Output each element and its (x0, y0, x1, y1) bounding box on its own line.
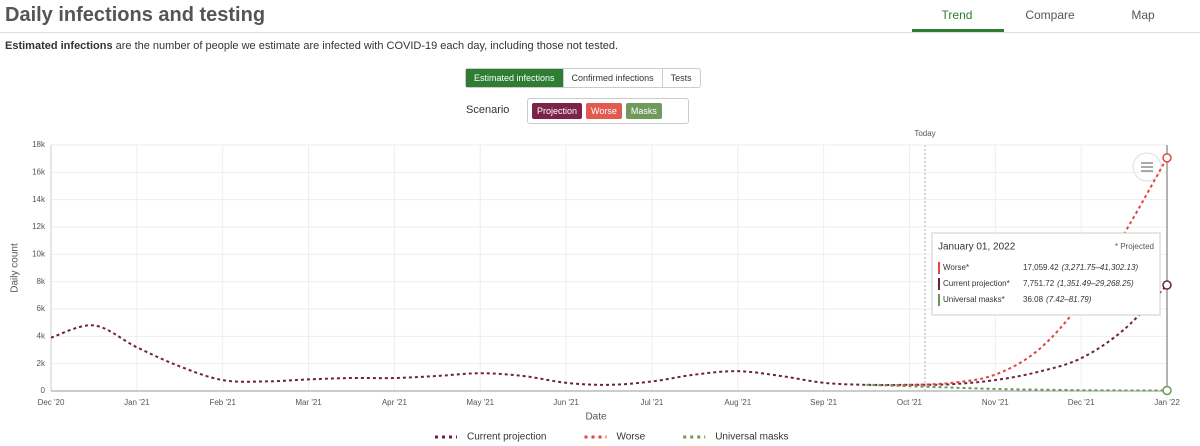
description: Estimated infections are the number of p… (5, 40, 618, 52)
x-tick-label: Aug '21 (724, 398, 751, 407)
x-tick-label: Jul '21 (640, 398, 663, 407)
scenario-label: Scenario (466, 104, 510, 116)
y-tick-label: 0 (41, 386, 46, 395)
scenario-chip[interactable]: Masks (625, 103, 662, 119)
x-tick-label: Mar '21 (295, 398, 322, 407)
page-title: Daily infections and testing (5, 4, 266, 26)
end-point (1162, 385, 1172, 396)
toggle-button[interactable]: Estimated infections (466, 69, 563, 87)
x-tick-label: Jan '21 (124, 398, 150, 407)
x-tick-label: Oct '21 (897, 398, 923, 407)
end-point (1162, 280, 1172, 290)
y-tick-label: 2k (37, 359, 46, 368)
x-tick-label: Jan '22 (1154, 398, 1180, 407)
tab-underline (912, 29, 1004, 32)
x-tick-label: May '21 (466, 398, 494, 407)
tooltip-note: * Projected (1115, 242, 1154, 251)
today-label: Today (914, 129, 935, 138)
tooltip-range: (3,271.75–41,302.13) (1062, 263, 1139, 272)
x-tick-label: Feb '21 (209, 398, 236, 407)
toggle-button[interactable]: Confirmed infections (562, 69, 662, 87)
tab[interactable]: Trend (941, 8, 973, 22)
series-line (866, 383, 1168, 392)
toggle-button[interactable]: Tests (661, 69, 700, 87)
tooltip-value: 7,751.72 (1023, 279, 1055, 288)
y-tick-label: 10k (32, 249, 46, 258)
tooltip-value: 36.08 (1023, 295, 1044, 304)
x-tick-label: Nov '21 (982, 398, 1009, 407)
tooltip-date: January 01, 2022 (938, 242, 1016, 253)
desc-text: are the number of people we estimate are… (112, 40, 619, 52)
desc-bold: Estimated infections (5, 40, 113, 52)
legend-label: Worse (616, 432, 645, 443)
toggle-group: Estimated infections Confirmed infection… (465, 68, 701, 88)
tooltip-marker (938, 278, 940, 290)
y-tick-label: 14k (32, 195, 46, 204)
tooltip-marker (938, 294, 940, 306)
tooltip-box (931, 232, 1161, 316)
tooltip-name: Worse* (943, 263, 969, 272)
tooltip-name: Universal masks* (943, 295, 1005, 304)
x-tick-label: Dec '21 (1068, 398, 1095, 407)
y-tick-label: 18k (32, 140, 46, 149)
y-axis-label: Daily count (10, 243, 21, 293)
y-tick-label: 4k (37, 331, 46, 340)
divider (0, 32, 1200, 33)
x-axis-label: Date (585, 412, 607, 423)
scenario-chip[interactable]: Worse (586, 103, 622, 119)
y-tick-label: 8k (37, 277, 46, 286)
x-tick-label: Apr '21 (382, 398, 408, 407)
tooltip-range: (7.42–81.79) (1046, 295, 1092, 304)
scenario-select[interactable]: Projection Worse Masks (527, 98, 689, 124)
legend-label: Current projection (467, 432, 546, 443)
legend-label: Universal masks (715, 432, 788, 443)
y-tick-label: 12k (32, 222, 46, 231)
tab[interactable]: Map (1131, 8, 1155, 22)
tooltip-value: 17,059.42 (1023, 263, 1059, 272)
x-tick-label: Jun '21 (553, 398, 579, 407)
tooltip-name: Current projection* (943, 279, 1010, 288)
tooltip-range: (1,351.49–29,268.25) (1057, 279, 1134, 288)
end-point (1162, 153, 1172, 163)
settings-icon (1141, 162, 1153, 172)
tooltip-marker (938, 262, 940, 274)
series-line (50, 284, 1168, 387)
tab[interactable]: Compare (1025, 8, 1075, 22)
scenario-chip[interactable]: Projection (532, 103, 583, 119)
x-tick-label: Dec '20 (38, 398, 65, 407)
tooltip: January 01, 2022 * Projected Worse* 17,059.… (931, 232, 1161, 316)
y-tick-label: 6k (37, 304, 46, 313)
x-tick-label: Sep '21 (810, 398, 837, 407)
y-tick-label: 16k (32, 167, 46, 176)
